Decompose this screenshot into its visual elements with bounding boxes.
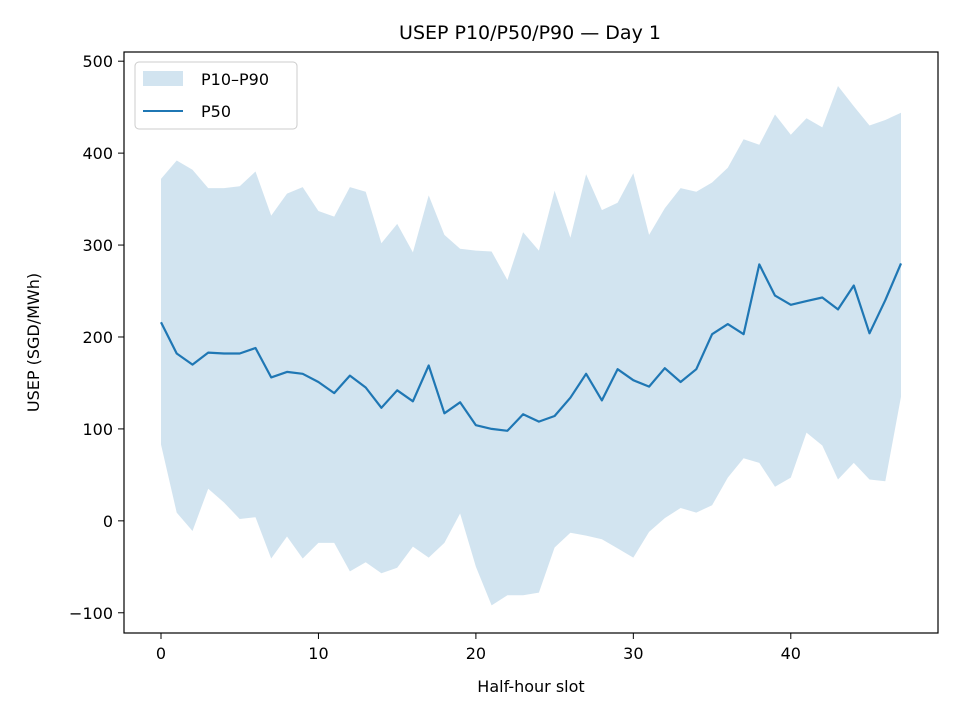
legend-label-band: P10–P90 [201, 70, 269, 89]
x-tick-label: 0 [156, 644, 166, 663]
legend-band-swatch [143, 71, 183, 86]
plot-area [160, 86, 903, 606]
axes-frame [123, 51, 939, 634]
p10-p90-band [161, 86, 901, 606]
y-tick-label: 400 [82, 144, 113, 163]
y-tick-label: 200 [82, 328, 113, 347]
y-tick-label: 300 [82, 236, 113, 255]
axis-ticks: 0 10 20 30 40 −100 0 100 200 300 400 500 [69, 52, 801, 663]
y-tick-label: 500 [82, 52, 113, 71]
x-tick-label: 20 [466, 644, 486, 663]
legend-box [134, 61, 298, 130]
x-tick-label: 10 [308, 644, 328, 663]
y-axis-label: USEP (SGD/MWh) [24, 273, 43, 412]
p50-line [160, 262, 903, 432]
chart-title: USEP P10/P50/P90 — Day 1 [399, 22, 661, 44]
x-tick-label: 40 [781, 644, 801, 663]
y-tick-label: 0 [103, 512, 113, 531]
legend: P10–P90 P50 [134, 61, 298, 130]
x-tick-label: 30 [623, 644, 643, 663]
y-tick-label: −100 [69, 604, 113, 623]
legend-label-p50: P50 [201, 102, 231, 121]
x-axis-label: Half-hour slot [477, 677, 584, 696]
y-tick-label: 100 [82, 420, 113, 439]
